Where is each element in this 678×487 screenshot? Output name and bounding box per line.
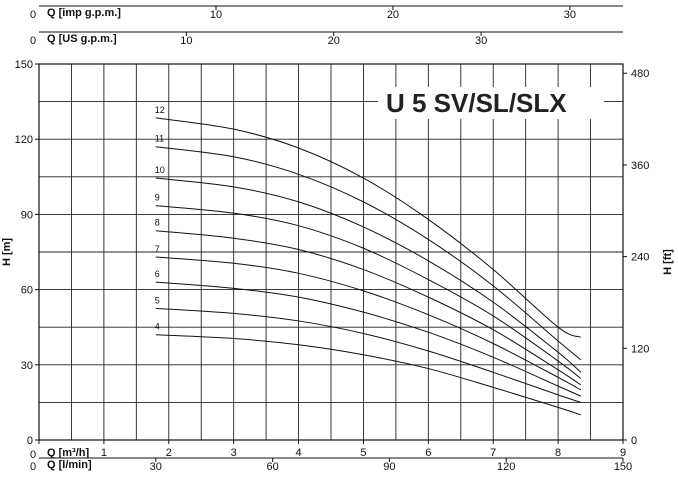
x-tick-label: 3 — [231, 447, 237, 459]
x-axis-ticks: 1 2 3 4 5 6 7 8 9 0 — [30, 440, 626, 461]
plot-frame — [38, 63, 624, 441]
lpm-tick-label: 90 — [383, 461, 395, 473]
right-tick-label: 0 — [631, 435, 637, 447]
y-tick-label: 60 — [21, 285, 33, 297]
chart-title-background — [378, 87, 604, 119]
impgpm-zero-label: 0 — [30, 9, 36, 21]
lpm-zero-label: 0 — [30, 461, 36, 473]
x-axis-label: Q [m³/h] — [47, 447, 89, 459]
x-tick-label: 9 — [620, 447, 626, 459]
lpm-tick-label: 60 — [266, 461, 278, 473]
curve-label-10: 10 — [155, 165, 165, 175]
usgpm-tick-label: 10 — [180, 35, 192, 47]
curve-label-11: 11 — [155, 134, 164, 144]
pump-curve-11 — [155, 146, 582, 361]
x-tick-label: 5 — [360, 447, 366, 459]
right-tick-label: 240 — [631, 252, 649, 264]
x-tick-label: 7 — [490, 447, 496, 459]
curve-label-4: 4 — [155, 322, 160, 332]
curve-label-7: 7 — [155, 244, 160, 254]
x-tick-label: 2 — [166, 447, 172, 459]
impgpm-tick-label: 20 — [387, 9, 399, 21]
curve-label-9: 9 — [155, 193, 160, 203]
pump-curve-8 — [155, 230, 582, 386]
curve-label-8: 8 — [155, 218, 160, 228]
pump-curve-10 — [155, 177, 582, 373]
lpm-tick-label: 150 — [614, 461, 632, 473]
curve-labels: 4 5 6 7 8 9 10 11 12 — [155, 105, 165, 332]
x-tick-label: 4 — [295, 447, 301, 459]
x-tick-label: 8 — [555, 447, 561, 459]
y-axis-ticks: 0 30 60 90 120 150 — [15, 59, 39, 447]
impgpm-tick-label: 30 — [564, 9, 576, 21]
chart-title: U 5 SV/SL/SLX — [386, 88, 567, 118]
y-tick-label: 150 — [15, 59, 33, 71]
curve-label-6: 6 — [155, 269, 160, 279]
right-y-axis-label: H [ft] — [662, 249, 674, 275]
y-tick-label: 120 — [15, 134, 33, 146]
y-axis-label: H [m] — [1, 238, 13, 266]
y-tick-label: 30 — [21, 360, 33, 372]
right-tick-label: 120 — [631, 343, 649, 355]
pump-curves — [155, 117, 582, 416]
pump-curve-5 — [155, 307, 581, 403]
usgpm-tick-label: 20 — [328, 35, 340, 47]
lpm-tick-label: 30 — [150, 461, 162, 473]
y-tick-label: 90 — [21, 209, 33, 221]
x-tick-label: 1 — [101, 447, 107, 459]
usgpm-axis-label: Q [US g.p.m.] — [47, 33, 117, 45]
pump-curve-4 — [155, 334, 581, 416]
pump-curve-9 — [155, 205, 582, 379]
right-tick-label: 360 — [631, 160, 649, 172]
y-tick-label: 0 — [27, 435, 33, 447]
lpm-axis-label: Q [l/min] — [47, 459, 92, 471]
curve-label-5: 5 — [155, 295, 160, 305]
impgpm-tick-label: 10 — [210, 9, 222, 21]
pump-curve-7 — [155, 256, 582, 391]
lpm-tick-label: 120 — [497, 461, 515, 473]
usgpm-tick-label: 30 — [475, 35, 487, 47]
curve-label-12: 12 — [155, 105, 165, 115]
plot-grid — [39, 64, 623, 440]
usgpm-zero-label: 0 — [30, 35, 36, 47]
pump-curve-6 — [155, 281, 582, 397]
x-tick-label: 0 — [30, 449, 36, 461]
right-tick-label: 480 — [631, 68, 649, 80]
right-y-axis-ticks: 0 120 240 360 480 — [623, 68, 649, 447]
pump-curve-12 — [155, 117, 582, 338]
impgpm-axis-label: Q [imp g.p.m.] — [47, 7, 121, 19]
x-tick-label: 6 — [425, 447, 431, 459]
